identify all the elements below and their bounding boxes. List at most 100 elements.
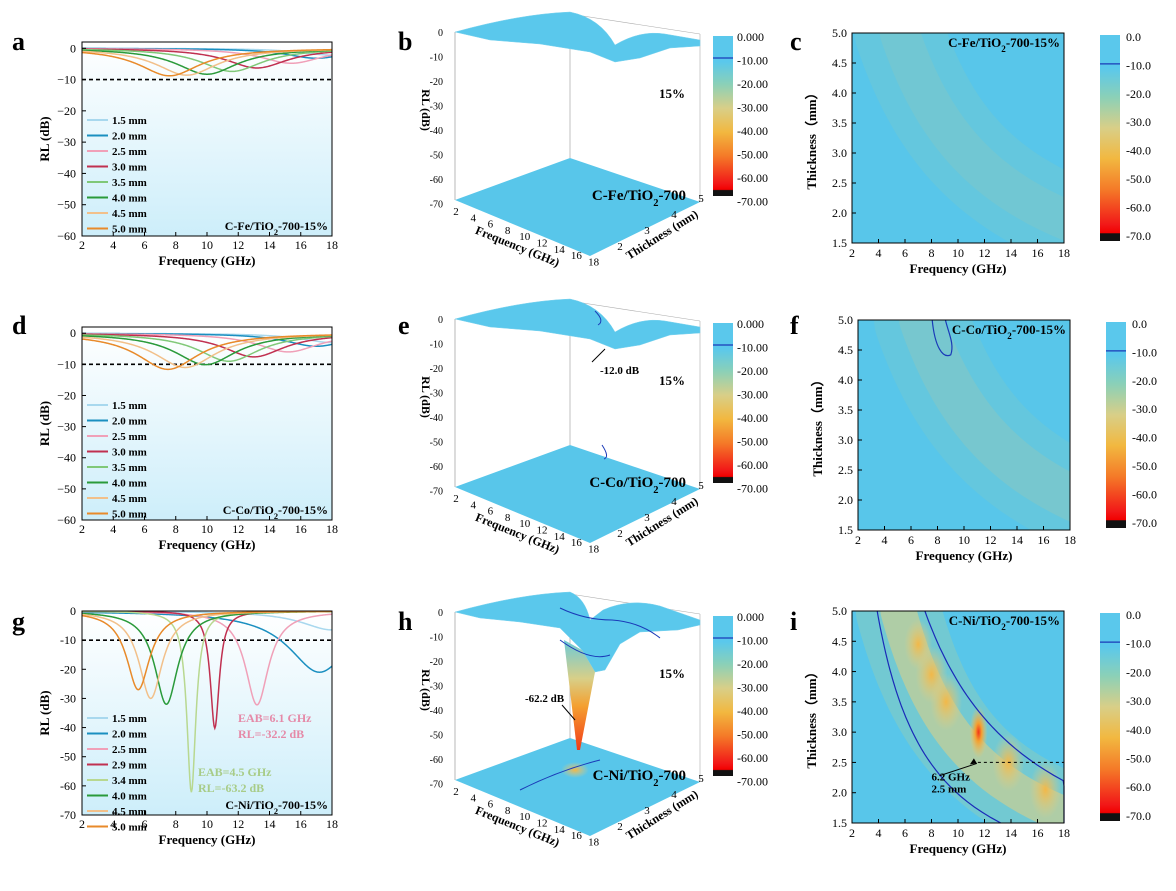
colorbar-label: 0.000: [737, 317, 764, 331]
colorbar-label: -40.0: [1126, 144, 1151, 158]
series-line-2-5-mm: [82, 333, 332, 353]
panel-letter-h: h: [398, 607, 413, 636]
z-tick-label: -50: [430, 438, 443, 449]
x-tick-label: 10: [201, 238, 213, 252]
x-tick-label: 16: [1038, 533, 1050, 547]
y-tick-label: -10: [60, 633, 76, 647]
x-tick-label: 8: [173, 238, 179, 252]
floor-projection: [455, 738, 700, 836]
marker-arrow-line: [939, 762, 978, 777]
z-tick-label: 0: [438, 315, 443, 326]
x-tick-label: 16: [295, 522, 307, 536]
y-tick-label: 4.5: [832, 56, 847, 70]
x-tick-label: 2: [849, 826, 855, 840]
x-tick-label: 14: [264, 522, 276, 536]
z-tick-label: -60: [430, 462, 443, 473]
colorbar-label: -30.0: [1132, 402, 1157, 416]
y-axis-label: Thickness（mm）: [804, 665, 819, 768]
y-tick-label: -40: [60, 721, 76, 735]
marker-arrow-head: [969, 758, 977, 765]
z-tick-label: -30: [430, 682, 443, 693]
colorbar-label: -20.0: [1132, 374, 1157, 388]
chart-title: C-Ni/TiO2-700-15%: [949, 613, 1060, 632]
x-tick-label: 2: [79, 522, 85, 536]
heatmap-fill: [874, 320, 1070, 530]
x-tick-label: 4: [470, 792, 476, 804]
y-tick-label: 1.5: [832, 816, 847, 830]
y-tick-label: 1.5: [832, 236, 847, 250]
y-tick-label: −60: [57, 513, 76, 527]
colorbar-label: -70.00: [737, 775, 768, 789]
series-line-5-0-mm: [82, 48, 332, 77]
y-tick-label: 5: [698, 193, 704, 205]
hotspot: [930, 673, 963, 731]
heatmap-ridge: [874, 320, 1070, 530]
y-tick-label: −40: [57, 166, 76, 180]
panel-letter-i: i: [790, 607, 797, 636]
z-tick-label: -50: [430, 731, 443, 742]
colorbar: [1100, 613, 1120, 821]
chart-title: C-Co/TiO2-700-15%: [223, 503, 328, 521]
colorbar-label: -10.00: [737, 634, 768, 648]
y-tick-label: 2.0: [832, 206, 847, 220]
peak-annotation: -12.0 dB: [600, 365, 640, 377]
x-tick-label: 8: [929, 246, 935, 260]
z-axis-label: RL (dB): [419, 89, 433, 131]
z-tick-label: -70: [430, 780, 443, 791]
y-tick-label: 2: [617, 241, 623, 253]
legend-label: 4.5 mm: [112, 806, 147, 818]
series-line-5-0-mm: [82, 611, 332, 691]
x-tick-label: 4: [110, 522, 116, 536]
x-tick-label: 10: [201, 522, 213, 536]
legend-label: 2.0 mm: [112, 131, 147, 143]
heatmap-ridge: [879, 33, 1064, 241]
colorbar-label: 0.000: [737, 610, 764, 624]
x-tick-label: 12: [985, 533, 997, 547]
legend-label: 3.0 mm: [112, 447, 147, 459]
chart-title: C-Fe/TiO2-700-15%: [948, 35, 1060, 54]
y-tick-label: 4: [671, 789, 677, 801]
x-tick-label: 18: [588, 543, 600, 555]
heatmap-chart-c: 2 4 6 8 10 12 14 16 18 1.5 2.0 2.5 3.0 3.5 4.0 4.5 5.0 Fr…: [804, 26, 1151, 276]
legend-label: 1.5 mm: [112, 713, 147, 725]
x-tick-label: 14: [554, 531, 566, 543]
z-tick-label: 0: [438, 28, 443, 39]
x-tick-label: 6: [142, 522, 148, 536]
x-tick-label: 18: [326, 522, 338, 536]
series-group: [82, 332, 332, 371]
surface-contour: [594, 310, 602, 326]
colorbar-label: -50.00: [737, 435, 768, 449]
surface-contour: [559, 607, 661, 639]
x-tick-label: 4: [882, 533, 888, 547]
y-tick-label: 2: [617, 528, 623, 540]
y-tick-label: 3.0: [838, 433, 853, 447]
panel-letter-a: a: [12, 27, 25, 56]
chart-title: C-Ni/TiO2-700: [593, 768, 686, 789]
x-tick-label: 12: [537, 525, 548, 537]
x-tick-label: 8: [929, 826, 935, 840]
colorbar: [713, 36, 733, 196]
x-tick-label: 2: [453, 786, 459, 798]
marker-annotation-thickness: 2.5 mm: [932, 784, 967, 796]
axis-edge: [569, 300, 701, 322]
colorbar-label: 0.000: [737, 30, 764, 44]
x-tick-label: 6: [902, 826, 908, 840]
z-tick-label: -20: [430, 657, 443, 668]
legend-label: 2.5 mm: [112, 146, 147, 158]
floor-contour: [601, 444, 608, 460]
series-line-3-5-mm: [82, 48, 332, 73]
x-tick-label: 16: [571, 830, 583, 842]
legend-label: 4.0 mm: [112, 193, 147, 205]
x-tick-label: 18: [326, 817, 338, 831]
colorbar: [1106, 322, 1126, 528]
x-axis-label: Frequency (GHz): [159, 832, 256, 847]
x-tick-label: 4: [876, 246, 882, 260]
legend-label: 3.0 mm: [112, 162, 147, 174]
colorbar-label: -20.00: [737, 657, 768, 671]
y-tick-label: 5.0: [838, 313, 853, 327]
peak-hotspot: [969, 706, 988, 759]
y-tick-label: 0: [70, 41, 76, 55]
y-tick-label: 3.5: [832, 695, 847, 709]
percent-label: 15%: [659, 86, 685, 101]
y-tick-label: −30: [57, 135, 76, 149]
